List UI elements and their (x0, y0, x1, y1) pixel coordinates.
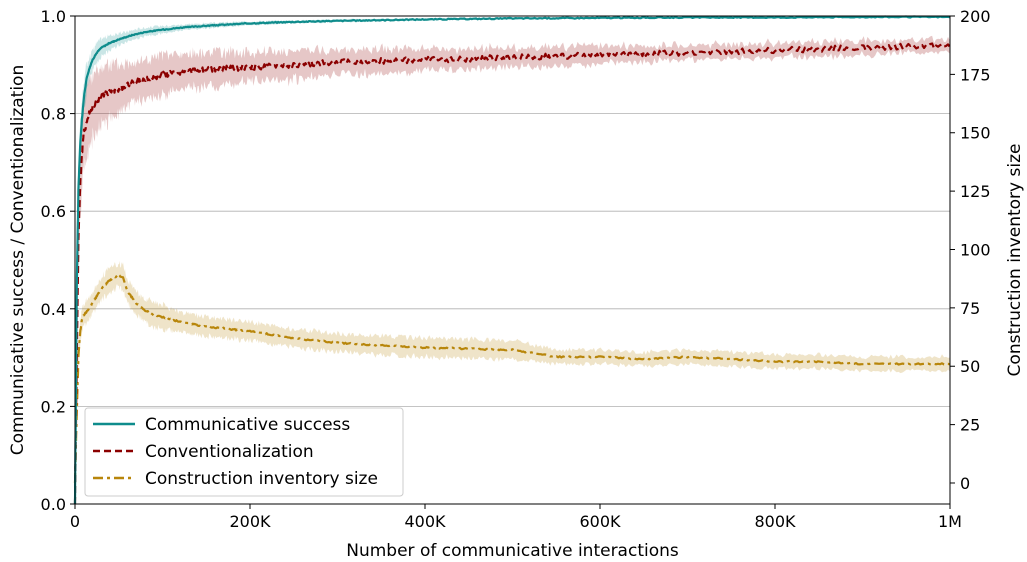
y-right-tick-label: 100 (960, 240, 991, 259)
band-conventionalization (75, 35, 950, 504)
y-right-tick-label: 175 (960, 65, 991, 84)
y-right-tick-label: 150 (960, 124, 991, 143)
x-axis-label: Number of communicative interactions (346, 541, 679, 561)
y-axis-right: 0 25 50 75 100 125 150 175 200 (950, 7, 991, 493)
series-line-communicative-success (73, 15, 951, 504)
band-layer (75, 16, 950, 504)
y-left-tick-label: 0.2 (41, 397, 66, 416)
plot-frame (74, 15, 951, 505)
x-tick-label: 200K (229, 512, 271, 531)
y-axis-left: 0.0 0.2 0.4 0.6 0.8 1.0 (41, 7, 75, 514)
y-right-tick-label: 125 (960, 182, 991, 201)
y-right-tick-label: 0 (960, 474, 970, 493)
y-right-tick-label: 50 (960, 357, 980, 376)
y-left-tick-label: 0.6 (41, 202, 66, 221)
legend-label-communicative-success: Communicative success (145, 415, 350, 435)
line-layer (73, 15, 951, 504)
x-tick-label: 600K (579, 512, 621, 531)
series-line-construction-inventory-size (73, 273, 951, 484)
x-tick-label: 800K (754, 512, 796, 531)
legend-box (84, 407, 404, 497)
y-right-tick-label: 200 (960, 7, 991, 26)
y-left-tick-label: 0.0 (41, 495, 66, 514)
x-tick-label: 400K (404, 512, 446, 531)
y-right-tick-label: 25 (960, 416, 980, 435)
y-left-tick-label: 1.0 (41, 7, 66, 26)
y-left-tick-label: 0.4 (41, 300, 66, 319)
legend: Communicative success Conventionalizatio… (84, 407, 404, 497)
y-axis-right-label: Construction inventory size (1005, 144, 1025, 377)
x-axis: 0 200K 400K 600K 800K 1M (70, 504, 962, 531)
y-left-tick-label: 0.8 (41, 105, 66, 124)
y-axis-left-label: Communicative success / Conventionalizat… (8, 65, 28, 455)
y-right-tick-label: 75 (960, 299, 980, 318)
legend-label-construction-inventory-size: Construction inventory size (145, 469, 378, 489)
x-tick-label: 1M (938, 512, 962, 531)
x-tick-label: 0 (70, 512, 80, 531)
legend-label-conventionalization: Conventionalization (145, 442, 314, 462)
series-line-conventionalization (73, 42, 951, 504)
